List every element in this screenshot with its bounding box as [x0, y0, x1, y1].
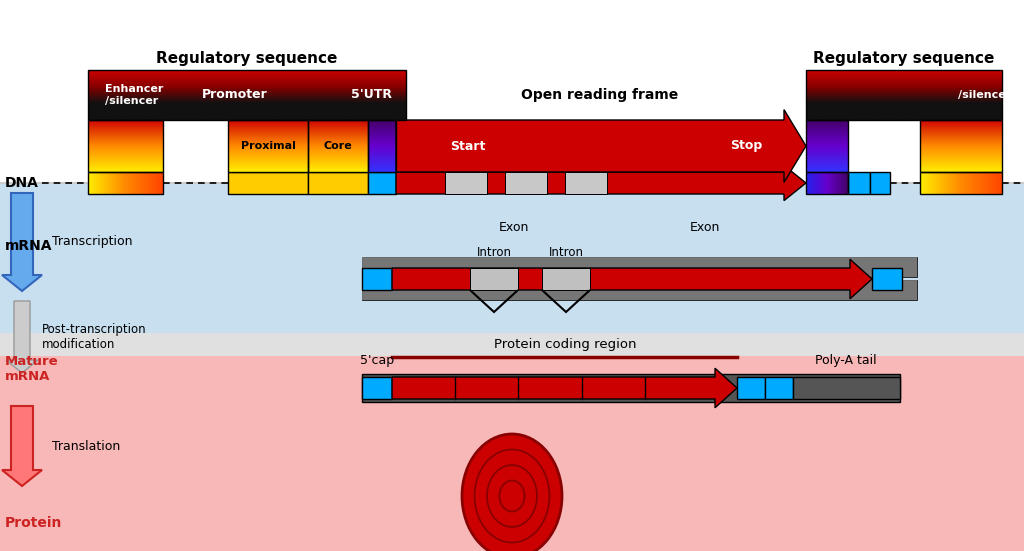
Text: DNA: DNA	[5, 176, 39, 190]
FancyArrow shape	[2, 193, 42, 291]
Bar	[737, 377, 765, 399]
Text: Mature
mRNA: Mature mRNA	[5, 355, 58, 383]
Bar	[362, 280, 918, 300]
Bar	[793, 377, 900, 399]
Text: Protein coding region: Protein coding region	[494, 338, 636, 351]
Bar	[445, 172, 487, 194]
FancyArrow shape	[396, 165, 806, 201]
Text: /silencer: /silencer	[958, 90, 1012, 100]
Text: Promoter: Promoter	[202, 89, 268, 101]
FancyArrow shape	[392, 368, 737, 408]
Text: Regulatory sequence: Regulatory sequence	[157, 51, 338, 66]
Bar	[920, 172, 1002, 194]
Text: Open reading frame: Open reading frame	[521, 88, 679, 102]
Text: Protein: Protein	[5, 516, 62, 530]
Bar	[806, 120, 848, 172]
Bar	[88, 70, 406, 120]
Ellipse shape	[462, 434, 562, 551]
Text: Exon: Exon	[690, 221, 720, 234]
Bar	[765, 377, 793, 399]
Bar	[806, 70, 1002, 120]
Bar	[848, 172, 870, 194]
Bar	[308, 120, 368, 172]
Bar	[88, 172, 163, 194]
Text: Enhancer
/silencer: Enhancer /silencer	[105, 84, 164, 106]
Text: 5'cap: 5'cap	[360, 354, 394, 367]
FancyArrow shape	[6, 301, 38, 373]
Bar	[362, 377, 392, 399]
Text: Regulatory sequence: Regulatory sequence	[813, 51, 994, 66]
Text: Translation: Translation	[52, 440, 120, 452]
Text: 5'UTR: 5'UTR	[351, 89, 392, 101]
Bar	[505, 172, 547, 194]
Text: Transcription: Transcription	[52, 235, 132, 247]
Text: Core: Core	[324, 141, 352, 151]
Bar	[806, 172, 848, 194]
Bar	[470, 268, 518, 290]
Bar	[362, 280, 918, 300]
Bar	[368, 120, 396, 172]
Text: mRNA: mRNA	[5, 239, 52, 253]
Bar	[872, 268, 902, 290]
Text: Intron: Intron	[549, 246, 584, 259]
Text: Stop: Stop	[730, 139, 762, 153]
Text: Proximal: Proximal	[241, 141, 296, 151]
Bar	[0, 333, 1024, 413]
Bar	[368, 172, 396, 194]
Text: Start: Start	[450, 139, 485, 153]
Bar	[0, 183, 1024, 333]
Text: Exon: Exon	[499, 221, 529, 234]
Bar	[0, 0, 1024, 183]
Text: Intron: Intron	[476, 246, 512, 259]
Bar	[920, 120, 1002, 172]
Bar	[0, 356, 1024, 551]
FancyArrow shape	[2, 406, 42, 486]
Bar	[362, 257, 918, 277]
FancyArrow shape	[396, 110, 806, 182]
Bar	[362, 257, 918, 277]
Text: Post-transcription
modification: Post-transcription modification	[42, 323, 146, 351]
Bar	[88, 120, 163, 172]
Bar	[308, 172, 368, 194]
Text: Poly-A tail: Poly-A tail	[815, 354, 877, 367]
Bar	[228, 120, 308, 172]
FancyArrow shape	[392, 259, 872, 299]
Bar	[228, 172, 308, 194]
Bar	[870, 172, 890, 194]
Bar	[362, 374, 900, 402]
Bar	[542, 268, 590, 290]
Bar	[362, 268, 392, 290]
Bar	[565, 172, 607, 194]
